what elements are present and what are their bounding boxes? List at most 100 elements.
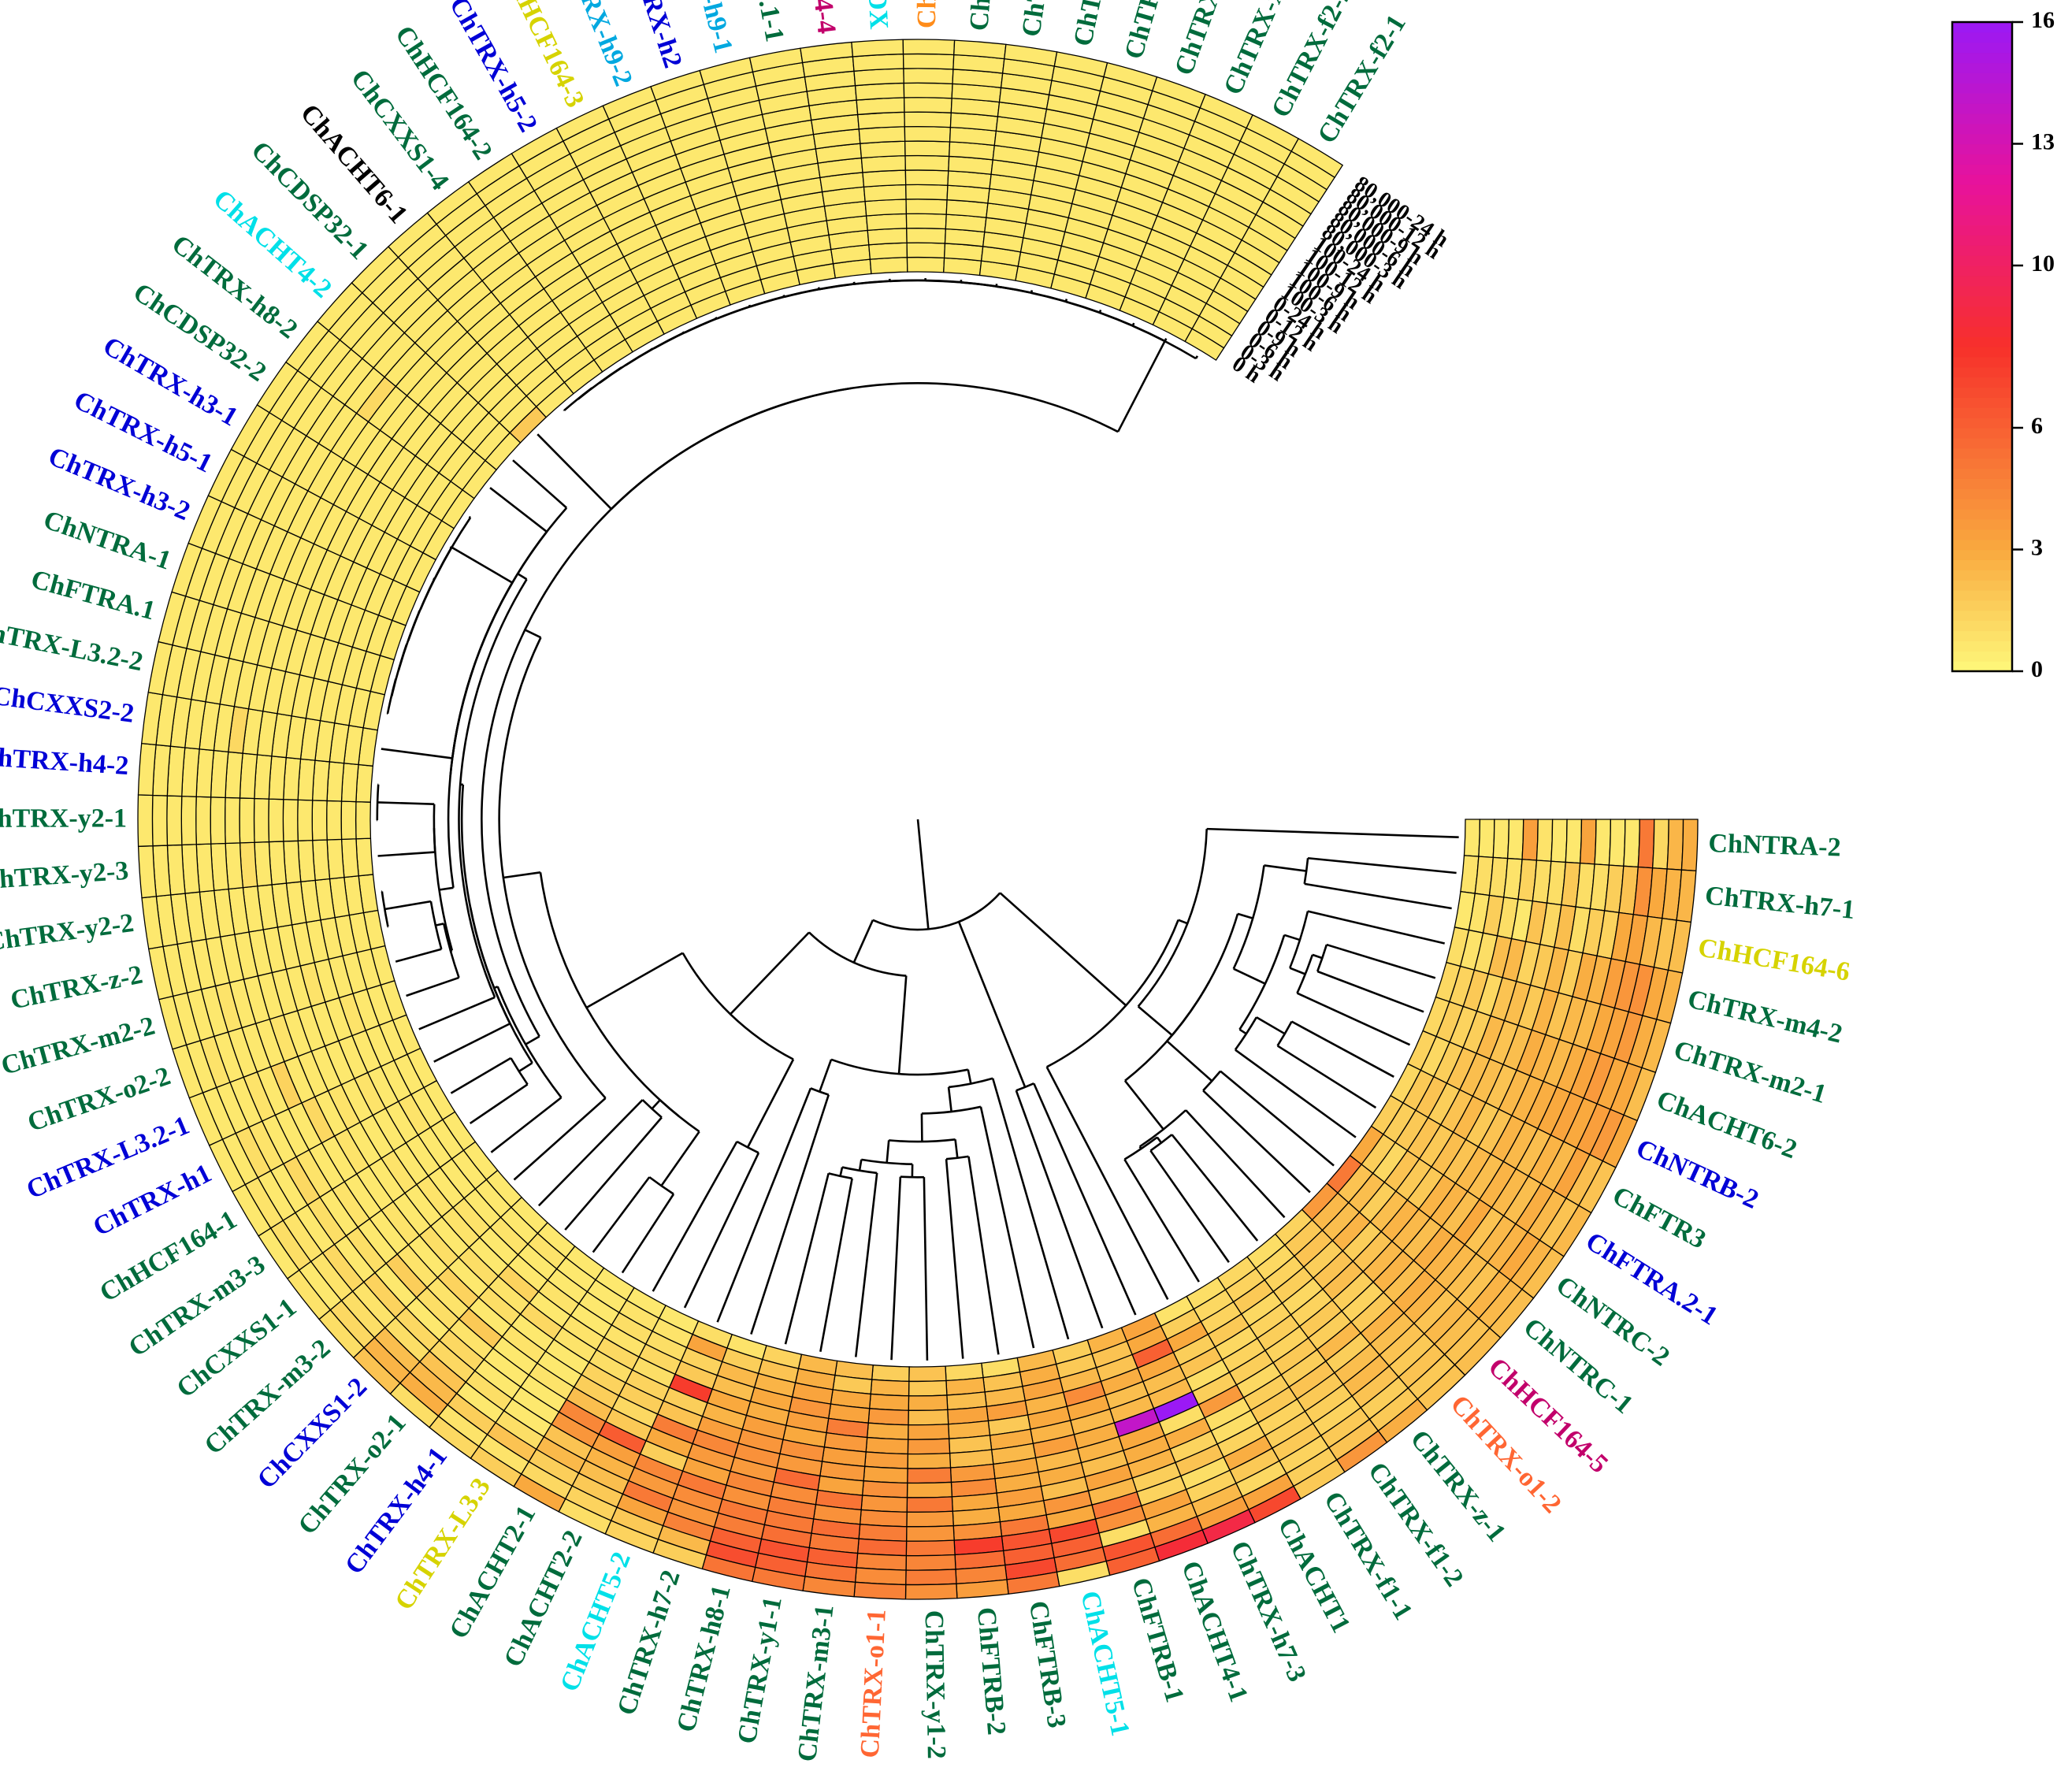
dendrogram-branch (1206, 827, 1459, 839)
dendrogram-arc (376, 784, 380, 821)
heatmap-cell (151, 794, 169, 847)
dendrogram-branch (886, 1140, 890, 1164)
color-scale-segment (1952, 570, 2012, 581)
dendrogram-branch (1296, 992, 1411, 1046)
color-scale-segment (1952, 143, 2012, 154)
heatmap-cell (210, 796, 226, 845)
color-scale-tick-label: 13 (2031, 128, 2055, 154)
dendrogram-branch (489, 487, 548, 533)
dendrogram-branch (1202, 1090, 1311, 1194)
heatmap-cell (1506, 819, 1524, 860)
dendrogram-arc (889, 1138, 956, 1143)
dendrogram-arc (433, 828, 454, 951)
dendrogram-arc (841, 1166, 878, 1175)
dendrogram-branch (1116, 340, 1166, 433)
heatmap-cell (1594, 819, 1612, 866)
dendrogram-branch (1237, 912, 1253, 919)
dendrogram-branch (1156, 1136, 1163, 1144)
dendrogram-arc (681, 952, 794, 1060)
dendrogram-branch (512, 459, 568, 509)
heatmap-cell (863, 184, 907, 202)
color-scale-segment (1952, 458, 2012, 470)
heatmap-cell (856, 1538, 908, 1557)
color-scale-segment (1952, 509, 2012, 520)
dendrogram-arc (1166, 913, 1239, 1042)
heatmap-cell (1579, 819, 1597, 865)
dendrogram-arc (648, 1176, 674, 1195)
heatmap-cell (905, 1569, 957, 1586)
dendrogram-branch (1264, 864, 1307, 872)
heatmap-cell (1478, 819, 1495, 859)
color-scale-segment (1952, 204, 2012, 216)
heatmap-cell (854, 1567, 907, 1586)
color-scale-segment (1952, 164, 2012, 175)
dendrogram-branch (490, 1097, 563, 1153)
dendrogram-branch (1185, 1109, 1286, 1219)
dendrogram-arc (496, 986, 563, 1098)
dendrogram-root (916, 819, 930, 930)
heatmap-cell (868, 242, 908, 260)
color-scale-tick-label: 3 (2031, 534, 2043, 560)
dendrogram-arc (510, 1057, 529, 1086)
heatmap-cell (856, 111, 905, 130)
dendrogram-branch (1194, 355, 1199, 359)
dendrogram-branch (585, 952, 684, 1009)
color-scale-segment (1952, 194, 2012, 206)
dendrogram-branch (1290, 1020, 1394, 1078)
heatmap-cell (905, 1524, 955, 1542)
gene-label: ChTRX-m4-1 (1068, 0, 1130, 49)
heatmap-cell (1608, 819, 1626, 867)
color-scale-segment (1952, 488, 2012, 499)
heatmap-cell (905, 1554, 956, 1571)
color-scale-segment (1952, 214, 2012, 226)
color-scale-segment (1952, 326, 2012, 337)
dendrogram-arc (469, 907, 533, 1064)
gene-label: ChTRX-y2-2 (0, 908, 136, 957)
dendrogram-branch (1123, 1158, 1200, 1283)
dendrogram-branch (660, 1131, 700, 1186)
color-scale-segment (1952, 600, 2012, 611)
dendrogram-branch (1045, 1066, 1169, 1300)
heatmap-cell (856, 1552, 907, 1571)
dendrogram-arc (808, 931, 907, 977)
color-scale-segment (1952, 336, 2012, 347)
heatmap-cell (867, 228, 908, 246)
gene-label: ChFTRB-1 (1126, 1575, 1190, 1706)
dendrogram-branch (592, 1176, 651, 1253)
gene-label: ChCXXS1-3 (964, 0, 1004, 32)
dendrogram-branch (1238, 1028, 1247, 1035)
heatmap-cell (906, 1510, 954, 1528)
heatmap-cell (1637, 819, 1655, 869)
color-scale-segment (1952, 620, 2012, 632)
heatmap-cell (906, 1496, 953, 1513)
dendrogram-arc (1202, 1070, 1222, 1092)
heatmap-cell (854, 82, 905, 101)
heatmap-cell (863, 1465, 908, 1484)
color-scale-segment (1952, 559, 2012, 570)
color-scale-segment (1952, 184, 2012, 195)
dendrogram-branch (991, 1078, 1070, 1340)
color-scale-segment (1952, 52, 2012, 64)
color-scale-segment (1952, 275, 2012, 287)
dendrogram-branch (967, 1156, 1000, 1355)
dendrogram-arc (830, 1058, 969, 1076)
dendrogram-branch (1137, 1005, 1173, 1037)
dendrogram-branch (750, 1094, 830, 1335)
dendrogram-branch (418, 996, 496, 1030)
heatmap-cell (853, 1581, 907, 1600)
dendrogram-arc (641, 1099, 663, 1119)
heatmap-cell (865, 1436, 909, 1455)
dendrogram-arc (1303, 858, 1309, 885)
dendrogram-branch (999, 892, 1127, 1007)
color-scale-segment (1952, 83, 2012, 94)
heatmap-cell (862, 169, 907, 188)
gene-label: ChNTRA-1 (40, 505, 175, 575)
heatmap-cell (908, 1379, 948, 1397)
heatmap-cell (907, 1438, 951, 1455)
dendrogram-arc (810, 1087, 830, 1096)
dendrogram-branch (1233, 967, 1266, 985)
dendrogram-arc (611, 382, 1119, 510)
color-scale-segment (1952, 245, 2012, 256)
color-scale-segment (1952, 468, 2012, 479)
heatmap-cell (852, 53, 904, 72)
